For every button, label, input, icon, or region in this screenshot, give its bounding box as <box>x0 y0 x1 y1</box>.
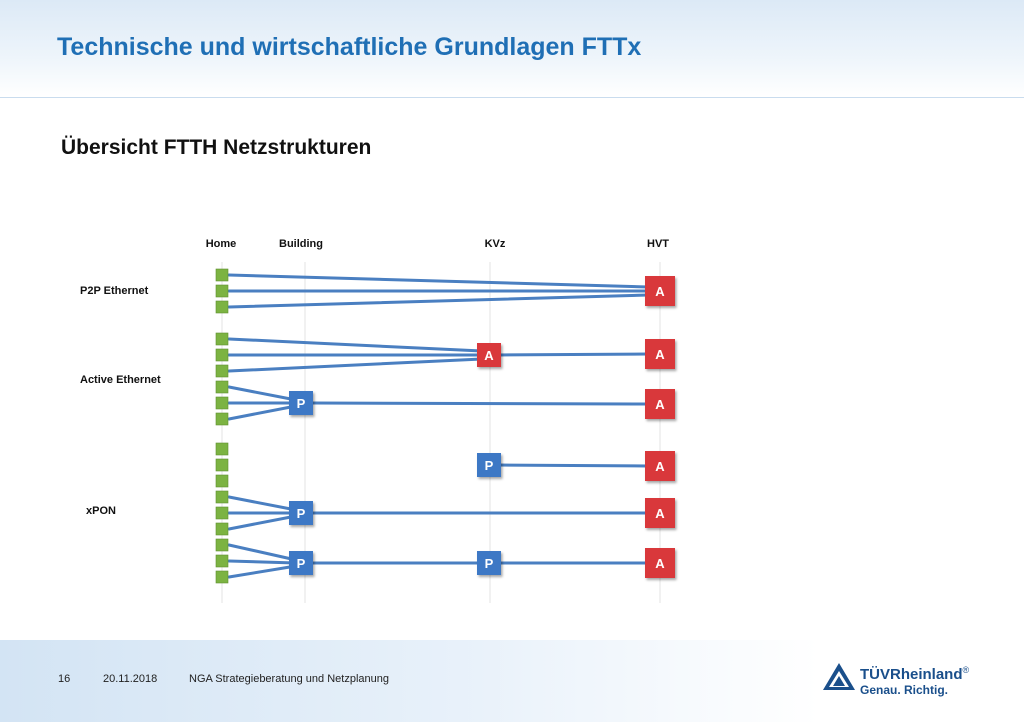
passive-node-building-xpon-1: P <box>289 501 313 525</box>
home-node <box>215 300 229 314</box>
home-node <box>215 522 229 536</box>
column-label-home: Home <box>206 238 237 250</box>
home-node <box>215 348 229 362</box>
column-label-kvz: KVz <box>485 238 506 250</box>
svg-text:A: A <box>655 506 665 521</box>
footer-page-number: 16 <box>58 673 71 685</box>
home-node <box>215 458 229 472</box>
column-guides <box>221 262 661 603</box>
svg-text:A: A <box>655 347 665 362</box>
home-node <box>215 554 229 568</box>
svg-text:A: A <box>655 397 665 412</box>
header-band <box>0 0 1024 98</box>
footer-project: NGA Strategieberatung und Netzplanung <box>189 673 389 685</box>
slide-title: Technische und wirtschaftliche Grundlage… <box>57 33 642 61</box>
row-label-active-ethernet: Active Ethernet <box>80 374 161 386</box>
home-node <box>215 570 229 584</box>
home-node <box>215 538 229 552</box>
svg-text:A: A <box>655 459 665 474</box>
passive-node-building-xpon-2: P <box>289 551 313 575</box>
svg-text:A: A <box>655 284 665 299</box>
svg-text:P: P <box>297 556 306 571</box>
home-node <box>215 412 229 426</box>
home-node <box>215 268 229 282</box>
triangle-logo-icon <box>823 663 855 690</box>
tuv-rheinland-logo: TÜVRheinland® Genau. Richtig. <box>822 659 982 701</box>
svg-text:P: P <box>485 458 494 473</box>
home-node <box>215 506 229 520</box>
active-node-hvt-p2p: A <box>645 276 675 306</box>
home-node <box>215 442 229 456</box>
passive-node-kvz-xpon-2: P <box>477 551 501 575</box>
ftth-network-diagram: Home Building KVz HVT P2P Ethernet Activ… <box>80 238 675 603</box>
home-node <box>215 380 229 394</box>
svg-text:A: A <box>484 348 494 363</box>
home-node <box>215 284 229 298</box>
logo-tagline: Genau. Richtig. <box>860 683 949 697</box>
home-node <box>215 364 229 378</box>
active-node-hvt-active-2: A <box>645 389 675 419</box>
home-node <box>215 474 229 488</box>
svg-text:P: P <box>485 556 494 571</box>
footer-date: 20.11.2018 <box>103 673 158 685</box>
column-label-hvt: HVT <box>647 238 669 250</box>
active-node-hvt-xpon-3: A <box>645 548 675 578</box>
svg-text:P: P <box>297 396 306 411</box>
row-label-xpon: xPON <box>86 505 116 517</box>
home-nodes <box>215 268 229 584</box>
svg-text:A: A <box>655 556 665 571</box>
footer-band <box>0 640 1024 722</box>
row-label-p2p-ethernet: P2P Ethernet <box>80 285 149 297</box>
home-node <box>215 332 229 346</box>
column-label-building: Building <box>279 238 323 250</box>
svg-text:P: P <box>297 506 306 521</box>
home-node <box>215 490 229 504</box>
slide-subtitle: Übersicht FTTH Netzstrukturen <box>61 136 372 159</box>
logo-wordmark: TÜVRheinland® <box>860 665 970 683</box>
passive-node-kvz-xpon-1: P <box>477 453 501 477</box>
active-node-kvz: A <box>477 343 501 367</box>
fiber-lines <box>227 273 650 579</box>
active-node-hvt-xpon-2: A <box>645 498 675 528</box>
home-node <box>215 396 229 410</box>
passive-node-building-active: P <box>289 391 313 415</box>
active-node-hvt-active-1: A <box>645 339 675 369</box>
active-node-hvt-xpon-1: A <box>645 451 675 481</box>
